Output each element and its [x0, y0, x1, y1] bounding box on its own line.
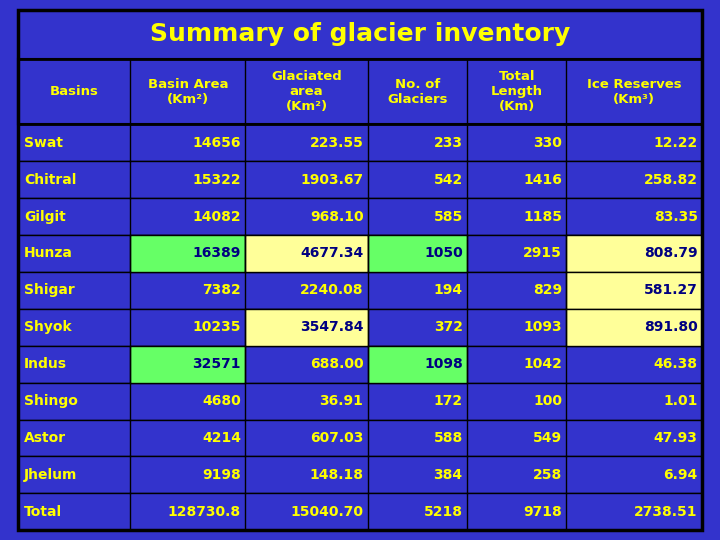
Text: 9718: 9718 — [523, 505, 562, 519]
Bar — [567, 235, 702, 272]
Text: Summary of glacier inventory: Summary of glacier inventory — [150, 23, 570, 46]
Text: 5218: 5218 — [423, 505, 463, 519]
Bar — [18, 161, 702, 198]
Bar — [18, 59, 702, 124]
Text: 968.10: 968.10 — [310, 210, 364, 224]
Text: 1093: 1093 — [523, 320, 562, 334]
Text: 128730.8: 128730.8 — [168, 505, 241, 519]
Text: 83.35: 83.35 — [654, 210, 698, 224]
Text: 1416: 1416 — [523, 173, 562, 187]
Bar — [18, 124, 702, 161]
Text: 4677.34: 4677.34 — [300, 246, 364, 260]
Text: 10235: 10235 — [192, 320, 241, 334]
Text: 2240.08: 2240.08 — [300, 284, 364, 298]
Text: Hunza: Hunza — [24, 246, 73, 260]
Text: 12.22: 12.22 — [654, 136, 698, 150]
Text: Ice Reserves
(Km³): Ice Reserves (Km³) — [587, 78, 681, 106]
Text: 1042: 1042 — [523, 357, 562, 371]
Text: 1050: 1050 — [424, 246, 463, 260]
Bar — [567, 272, 702, 309]
Text: 16389: 16389 — [192, 246, 241, 260]
Text: Swat: Swat — [24, 136, 63, 150]
Text: 1.01: 1.01 — [663, 394, 698, 408]
Bar — [246, 309, 368, 346]
Text: 15040.70: 15040.70 — [290, 505, 364, 519]
Bar — [246, 235, 368, 272]
Text: Indus: Indus — [24, 357, 67, 371]
Bar — [18, 272, 702, 309]
Text: 258.82: 258.82 — [644, 173, 698, 187]
Text: Shigar: Shigar — [24, 284, 74, 298]
Text: 14656: 14656 — [192, 136, 241, 150]
Bar — [18, 456, 702, 494]
Text: 384: 384 — [433, 468, 463, 482]
Text: 258: 258 — [533, 468, 562, 482]
Text: Shyok: Shyok — [24, 320, 71, 334]
Text: 688.00: 688.00 — [310, 357, 364, 371]
Bar — [18, 309, 702, 346]
Text: 223.55: 223.55 — [310, 136, 364, 150]
Bar — [18, 10, 702, 59]
Text: 1185: 1185 — [523, 210, 562, 224]
Text: 581.27: 581.27 — [644, 284, 698, 298]
Text: 2915: 2915 — [523, 246, 562, 260]
Text: 549: 549 — [533, 431, 562, 445]
Text: 585: 585 — [433, 210, 463, 224]
Text: 194: 194 — [433, 284, 463, 298]
Text: Jhelum: Jhelum — [24, 468, 77, 482]
Text: Chitral: Chitral — [24, 173, 76, 187]
Text: 1903.67: 1903.67 — [300, 173, 364, 187]
Bar — [18, 383, 702, 420]
Text: 36.91: 36.91 — [320, 394, 364, 408]
Text: 100: 100 — [533, 394, 562, 408]
Bar — [368, 235, 467, 272]
Text: 47.93: 47.93 — [654, 431, 698, 445]
Text: 172: 172 — [433, 394, 463, 408]
Text: 7382: 7382 — [202, 284, 241, 298]
Bar — [368, 346, 467, 383]
Text: 4214: 4214 — [202, 431, 241, 445]
Text: 607.03: 607.03 — [310, 431, 364, 445]
Bar — [18, 346, 702, 383]
Text: 233: 233 — [433, 136, 463, 150]
Text: 542: 542 — [433, 173, 463, 187]
Bar — [567, 309, 702, 346]
Text: 148.18: 148.18 — [310, 468, 364, 482]
Text: Basins: Basins — [50, 85, 99, 98]
Text: 1098: 1098 — [424, 357, 463, 371]
Text: 6.94: 6.94 — [663, 468, 698, 482]
Text: Shingo: Shingo — [24, 394, 78, 408]
Text: 3547.84: 3547.84 — [300, 320, 364, 334]
Bar — [18, 235, 702, 272]
Text: 808.79: 808.79 — [644, 246, 698, 260]
Text: 46.38: 46.38 — [654, 357, 698, 371]
Text: 372: 372 — [433, 320, 463, 334]
Text: 829: 829 — [533, 284, 562, 298]
Text: Gilgit: Gilgit — [24, 210, 66, 224]
Text: Basin Area
(Km²): Basin Area (Km²) — [148, 78, 228, 106]
Text: Glaciated
area
(Km²): Glaciated area (Km²) — [271, 70, 342, 113]
Text: 588: 588 — [433, 431, 463, 445]
Text: 32571: 32571 — [192, 357, 241, 371]
Bar — [18, 198, 702, 235]
Bar — [130, 346, 246, 383]
Text: 330: 330 — [533, 136, 562, 150]
Text: Total: Total — [24, 505, 62, 519]
Bar — [18, 420, 702, 456]
Text: No. of
Glaciers: No. of Glaciers — [387, 78, 448, 106]
Text: 15322: 15322 — [192, 173, 241, 187]
Bar — [18, 494, 702, 530]
Text: 891.80: 891.80 — [644, 320, 698, 334]
Text: 14082: 14082 — [192, 210, 241, 224]
Text: Total
Length
(Km): Total Length (Km) — [490, 70, 543, 113]
Bar — [130, 235, 246, 272]
Text: 2738.51: 2738.51 — [634, 505, 698, 519]
Text: 9198: 9198 — [202, 468, 241, 482]
Text: Astor: Astor — [24, 431, 66, 445]
Text: 4680: 4680 — [202, 394, 241, 408]
